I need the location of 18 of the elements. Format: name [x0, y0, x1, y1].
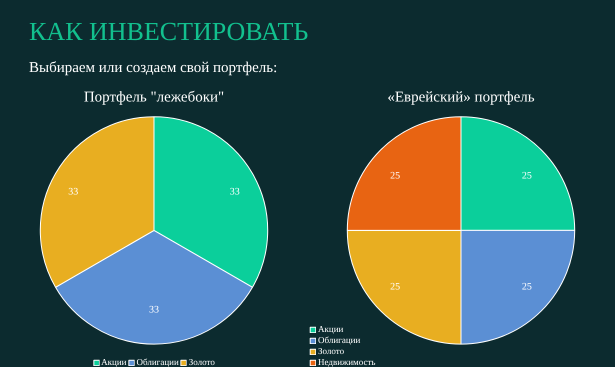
legend-label: Акции	[318, 324, 344, 334]
data-label: 25	[390, 170, 400, 182]
data-label: 33	[149, 304, 159, 316]
chart-title: «Еврейский» портфель	[387, 90, 535, 106]
legend-label: Недвижимость	[318, 357, 376, 367]
legend-label: Золото	[188, 357, 215, 367]
legend-label: Акции	[101, 357, 126, 367]
data-label: 25	[522, 170, 532, 182]
text: Выбираем или создаем свой портфель:	[29, 59, 278, 78]
legend-label: Облигации	[136, 357, 179, 367]
data-label: 25	[522, 282, 532, 293]
chart-title: Портфель "лежебоки"	[84, 90, 224, 106]
data-label: 33	[68, 186, 78, 198]
legend-label: Золото	[318, 346, 344, 356]
legend-label: Облигации	[318, 335, 360, 345]
data-label: 33	[230, 186, 240, 198]
data-label: 25	[390, 282, 400, 293]
text: КАК ИНВЕСТИРОВАТЬ	[29, 16, 308, 48]
